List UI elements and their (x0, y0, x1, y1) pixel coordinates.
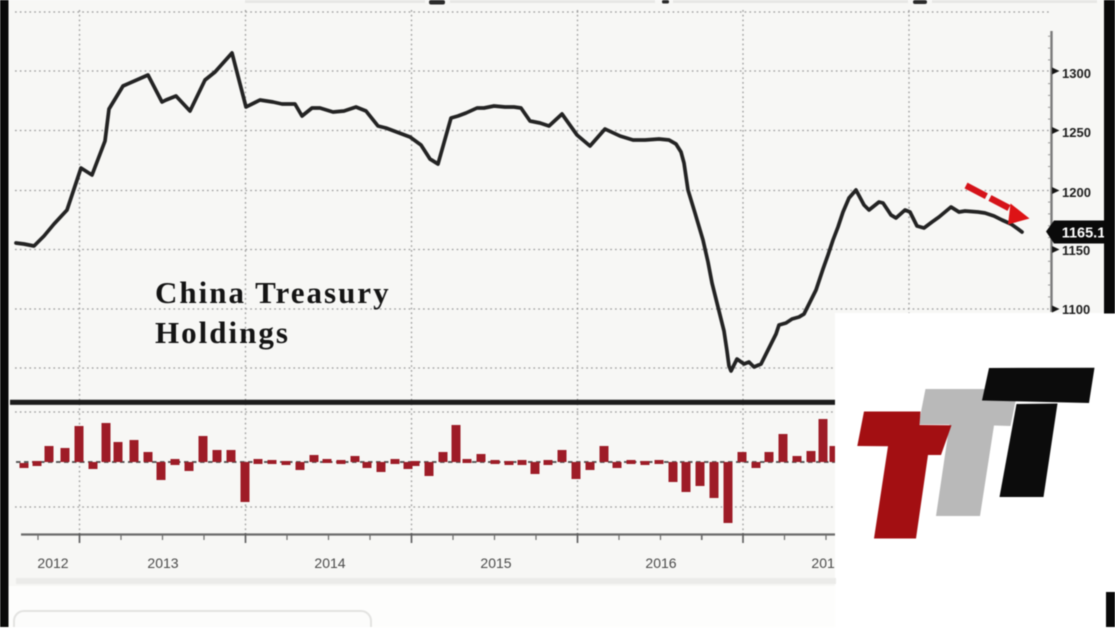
svg-text:2015: 2015 (480, 555, 511, 571)
svg-text:1150: 1150 (1062, 243, 1090, 258)
svg-text:1300: 1300 (1062, 66, 1091, 81)
svg-text:1250: 1250 (1062, 125, 1091, 140)
svg-text:2012: 2012 (37, 555, 68, 571)
svg-text:Holdings: Holdings (155, 315, 290, 350)
svg-text:1200: 1200 (1062, 185, 1091, 200)
svg-text:2013: 2013 (147, 555, 178, 571)
svg-text:2017: 2017 (811, 555, 842, 571)
svg-text:2016: 2016 (645, 555, 676, 571)
svg-text:1165.1: 1165.1 (1062, 226, 1106, 242)
svg-text:China Treasury: China Treasury (155, 275, 391, 310)
svg-text:1100: 1100 (1062, 302, 1090, 317)
svg-text:2014: 2014 (314, 555, 345, 571)
